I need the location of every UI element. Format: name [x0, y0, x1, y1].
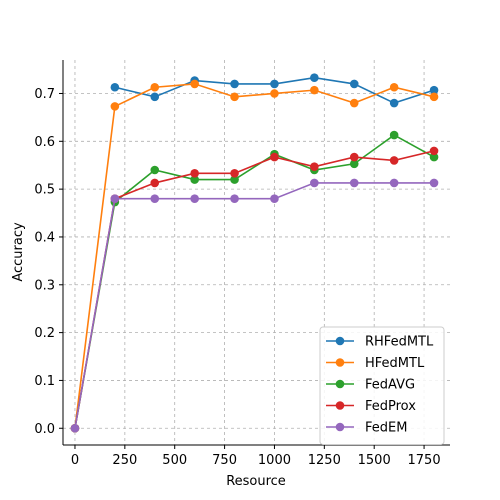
legend-marker	[335, 358, 345, 367]
legend-marker	[335, 422, 345, 432]
data-point	[230, 169, 239, 178]
data-point	[429, 146, 439, 156]
series-fedprox	[70, 146, 439, 433]
data-point	[349, 79, 359, 89]
data-point	[230, 194, 239, 203]
legend-box	[319, 326, 445, 445]
series-layer	[70, 73, 439, 433]
data-point	[429, 152, 439, 162]
legend-label: FedProx	[365, 399, 416, 414]
data-point	[150, 82, 160, 92]
data-point	[150, 194, 160, 203]
y-tick-label: 0.5	[34, 183, 55, 198]
x-tick-label: 1500	[358, 453, 391, 468]
data-point	[389, 156, 399, 165]
data-point	[270, 79, 279, 89]
data-point	[429, 92, 439, 102]
data-point	[190, 169, 199, 178]
data-point	[110, 194, 120, 203]
data-point	[310, 162, 319, 171]
series-fedem	[70, 178, 439, 433]
series-line	[74, 150, 435, 429]
data-point	[349, 152, 359, 162]
legend-label: HFedMTL	[365, 356, 425, 371]
legend-item: HFedMTL	[326, 356, 425, 371]
data-point	[230, 175, 239, 184]
data-point	[310, 73, 319, 82]
data-point	[70, 423, 80, 433]
data-point	[349, 178, 359, 188]
data-point	[310, 178, 319, 188]
data-point	[349, 98, 359, 108]
y-tick-label: 0.6	[34, 135, 55, 150]
data-point	[270, 152, 279, 162]
y-tick-label: 0.2	[34, 326, 55, 341]
series-line	[74, 134, 435, 429]
legend-item: FedProx	[326, 399, 416, 414]
x-tick-label: 1750	[408, 453, 441, 468]
data-point	[150, 92, 160, 102]
series-hfedmtl	[70, 79, 439, 433]
legend-item: FedAVG	[326, 378, 415, 393]
x-tick-label: 1250	[308, 453, 341, 468]
x-ticks: 0 250 500 750 1000 1250 1500 1750	[71, 445, 441, 468]
legend-label: FedEM	[365, 421, 407, 436]
data-point	[270, 194, 279, 203]
x-axis-label: Resource	[226, 474, 286, 489]
series-line	[74, 83, 435, 429]
x-tick-label: 500	[162, 453, 187, 468]
y-tick-label: 0.3	[34, 278, 55, 293]
legend-item: FedEM	[326, 421, 407, 436]
legend-label: RHFedMTL	[365, 335, 434, 350]
y-tick-label: 0.1	[34, 374, 55, 389]
x-tick-label: 0	[71, 453, 79, 468]
legend-label: FedAVG	[365, 378, 415, 393]
legend-marker	[335, 336, 345, 346]
legend-item: RHFedMTL	[326, 335, 434, 350]
x-tick-label: 250	[112, 453, 137, 468]
data-point	[190, 79, 199, 89]
data-point	[110, 102, 120, 111]
legend: RHFedMTL HFedMTL FedAVG FedProx FedEM	[319, 326, 445, 445]
y-axis-label: Accuracy	[11, 222, 26, 282]
data-point	[349, 159, 359, 169]
data-point	[429, 178, 439, 188]
data-point	[190, 175, 199, 184]
legend-marker	[335, 401, 345, 410]
data-point	[389, 178, 399, 188]
data-point	[150, 178, 160, 188]
data-point	[310, 85, 319, 95]
data-point	[110, 82, 120, 92]
data-point	[190, 194, 199, 203]
x-tick-label: 1000	[258, 453, 291, 468]
data-point	[270, 89, 279, 98]
y-ticks: 0.0 0.1 0.2 0.3 0.4 0.5 0.6 0.7	[34, 87, 63, 437]
data-point	[150, 165, 160, 175]
data-point	[429, 85, 439, 95]
data-point	[389, 98, 399, 108]
y-tick-label: 0.7	[34, 87, 55, 102]
y-tick-label: 0.4	[34, 230, 55, 245]
data-point	[230, 92, 239, 102]
x-tick-label: 750	[212, 453, 237, 468]
data-point	[389, 130, 399, 140]
series-line	[74, 182, 435, 429]
y-tick-label: 0.0	[34, 422, 55, 437]
data-point	[389, 82, 399, 92]
legend-marker	[335, 379, 345, 389]
data-point	[230, 79, 239, 89]
